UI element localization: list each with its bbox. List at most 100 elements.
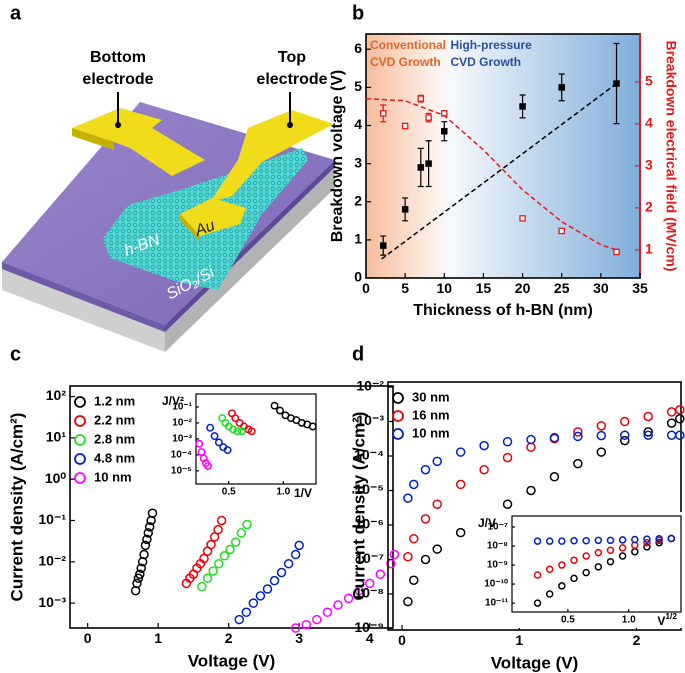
x-tick-label: 25	[554, 280, 570, 296]
data-point	[675, 414, 685, 424]
y-tick-label: 10⁻⁷	[355, 550, 384, 566]
data-point	[140, 540, 151, 551]
data-point	[283, 558, 294, 569]
data-point	[375, 569, 386, 579]
data-point	[322, 607, 333, 618]
data-point	[403, 596, 413, 607]
data-point	[570, 536, 578, 545]
fit-line	[381, 82, 617, 260]
data-point	[136, 563, 146, 573]
data-point	[455, 527, 466, 538]
data-point	[301, 619, 312, 630]
data-point	[502, 436, 513, 447]
data-point	[223, 446, 232, 455]
data-point	[570, 574, 578, 583]
x-tick-label: 1	[154, 630, 162, 646]
annotation: High-pressure	[450, 38, 532, 52]
label: Top	[278, 49, 306, 66]
data-point	[219, 551, 230, 561]
data-point	[455, 479, 466, 490]
data-point	[294, 540, 304, 551]
data-point	[195, 439, 204, 448]
data-point	[533, 571, 542, 579]
data-point	[276, 406, 284, 415]
legend-marker	[74, 434, 86, 446]
x-tick-label: 1	[515, 632, 523, 648]
data-point	[409, 479, 419, 490]
data-point	[594, 548, 603, 557]
y2-tick-label: 5	[645, 73, 653, 89]
data-point	[666, 407, 677, 417]
data-point	[519, 103, 526, 110]
data-point	[675, 430, 685, 440]
x-axis-title: Voltage (V)	[188, 651, 276, 670]
data-point	[558, 582, 566, 590]
y-axis-title: J/V²	[162, 394, 184, 408]
x-tick-label: 3	[295, 630, 303, 646]
x-tick-label: 2	[225, 630, 233, 646]
data-point	[420, 464, 431, 475]
data-point	[519, 215, 526, 222]
data-point	[204, 462, 212, 470]
x-axis-title-base: V	[657, 614, 665, 628]
y-tick-label: 0	[354, 269, 362, 285]
data-point	[135, 569, 145, 579]
data-point	[606, 546, 615, 555]
data-point	[230, 537, 241, 547]
data-point	[202, 573, 213, 584]
data-point	[269, 575, 280, 586]
legend-marker	[392, 410, 404, 422]
y-axis-title: J/V	[478, 516, 496, 530]
legend-label: 16 nm	[412, 407, 450, 422]
data-point	[618, 544, 627, 552]
data-point	[236, 528, 247, 538]
data-point	[432, 544, 442, 554]
data-point	[241, 607, 252, 618]
legend-marker	[74, 453, 86, 465]
data-point	[455, 447, 466, 457]
data-point	[594, 536, 603, 545]
data-point	[582, 552, 590, 560]
x-tick-label: 30	[593, 280, 609, 296]
data-point	[533, 599, 542, 607]
x-axis-title-sup: 1/2	[665, 611, 677, 621]
data-point	[526, 434, 536, 445]
y2-axis-title: Breakdown electrical field (MV/cm)	[663, 40, 679, 271]
inset-chart: 0.5 1.0 10⁻¹ 10⁻² 10⁻³ 10⁻⁴ 10⁻⁵ 1/V J/V²	[156, 390, 320, 502]
y-tick-label: 10⁻⁹	[354, 619, 384, 635]
data-point	[379, 242, 387, 249]
data-point	[596, 430, 607, 441]
inset-background	[156, 390, 320, 502]
data-point	[643, 538, 651, 547]
data-point	[199, 553, 209, 564]
y-tick-label: 10⁻²	[172, 418, 192, 429]
data-point	[308, 422, 317, 431]
data-point	[479, 464, 489, 475]
data-point	[133, 573, 144, 584]
data-point	[142, 534, 152, 545]
data-point	[247, 427, 256, 436]
y-tick-label: 10⁻³	[38, 594, 66, 610]
data-point	[631, 535, 639, 544]
data-point	[606, 536, 615, 545]
y-tick-label: 2	[354, 192, 362, 208]
y-tick-label: 10⁻³	[356, 412, 384, 428]
x-tick-label: 0	[362, 280, 370, 296]
y-tick-label: 10⁻²	[356, 378, 384, 394]
legend-label: 10 nm	[412, 425, 450, 440]
x-tick-label: 2	[633, 632, 641, 648]
legend-label: 30 nm	[412, 389, 450, 404]
data-point	[333, 600, 343, 610]
data-point	[233, 427, 242, 436]
data-point	[403, 551, 413, 562]
label: Bottom	[90, 49, 146, 66]
data-point	[549, 432, 560, 443]
x-axis-title: Voltage (V)	[491, 653, 579, 672]
x-axis-title: Thickness of h-BN (nm)	[413, 302, 593, 319]
y-tick-label: 10⁻¹	[172, 402, 192, 413]
data-point	[216, 515, 227, 526]
y-tick-label: 3	[354, 154, 362, 170]
legend-label: 10 nm	[94, 469, 132, 484]
y2-tick-label: 3	[645, 157, 653, 173]
data-point	[139, 549, 149, 560]
